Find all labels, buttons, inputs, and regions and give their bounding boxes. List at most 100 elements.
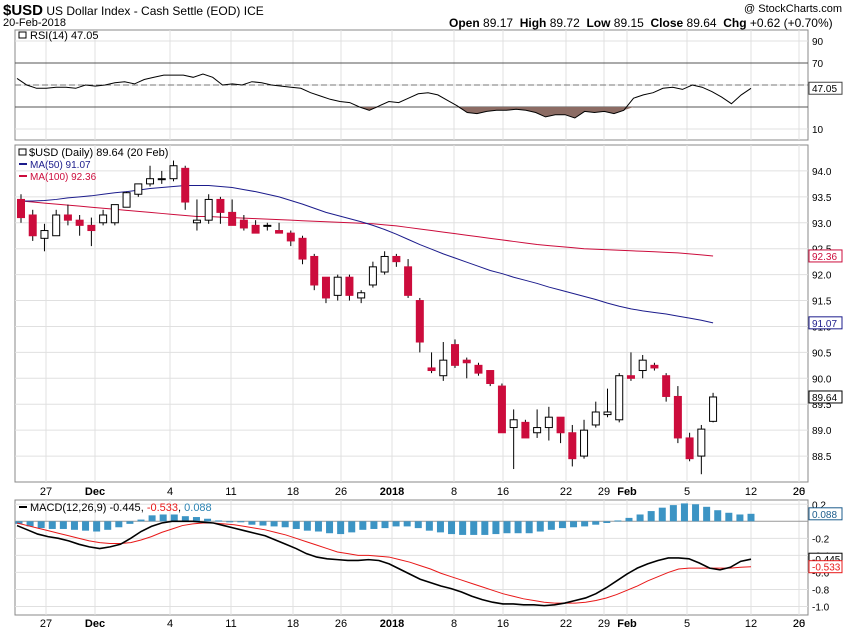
candle-down bbox=[568, 432, 577, 460]
candle-up bbox=[157, 178, 166, 181]
macd-ytick-label: -1.0 bbox=[812, 602, 830, 613]
macd-histogram-bar bbox=[326, 521, 334, 534]
macd-histogram-bar bbox=[558, 521, 566, 529]
low-label: Low bbox=[586, 16, 611, 30]
macd-xtick-label: 20 bbox=[793, 618, 805, 630]
candle-down bbox=[275, 230, 284, 234]
candle-down bbox=[75, 219, 84, 226]
price-ytick-label: 89.5 bbox=[812, 400, 832, 411]
macd-histogram-bar bbox=[503, 521, 511, 534]
close-value: 89.64 bbox=[686, 16, 717, 30]
macd-legend-sep: , bbox=[141, 502, 147, 514]
candle-down bbox=[662, 375, 671, 397]
rsi-last-value-box bbox=[808, 81, 843, 95]
macd-histogram-bar bbox=[259, 521, 267, 526]
price-ytick-label: 94.0 bbox=[812, 167, 832, 178]
macd-legend-prefix: MACD(12,26,9) bbox=[30, 502, 109, 514]
price-ytick-label: 89.0 bbox=[812, 426, 832, 437]
macd-xtick-label: 26 bbox=[793, 618, 805, 630]
price-xtick-label: 22 bbox=[560, 486, 572, 498]
exchange-label: ICE bbox=[243, 4, 264, 18]
macd-histogram-bar bbox=[159, 514, 167, 522]
macd-hist-last-label-box bbox=[808, 507, 843, 521]
price-ytick-label: 93.0 bbox=[812, 219, 832, 230]
macd-histogram-bar bbox=[459, 521, 467, 535]
macd-histogram-bar bbox=[525, 521, 533, 534]
price-xtick-label: 16 bbox=[497, 486, 509, 498]
ma50-last-label-box bbox=[808, 316, 843, 330]
copyright-link[interactable]: @ StockCharts.com bbox=[744, 3, 842, 15]
macd-xtick-label: 26 bbox=[335, 618, 347, 630]
price-xtick-label: 11 bbox=[225, 486, 236, 498]
macd-histogram-bar bbox=[48, 521, 56, 529]
rsi-oversold-fill bbox=[359, 107, 634, 118]
rsi-legend: RSI(14) 47.05 bbox=[30, 30, 98, 42]
macd-histogram-bar bbox=[82, 521, 90, 531]
candle-up bbox=[40, 230, 49, 239]
macd-histogram-bar bbox=[115, 521, 123, 528]
price-xtick-label: 4 bbox=[167, 486, 173, 498]
rsi-ytick-label: 90 bbox=[812, 37, 824, 48]
candle-down bbox=[286, 232, 295, 242]
macd-histogram-bar bbox=[425, 521, 433, 531]
candle-up bbox=[439, 359, 448, 377]
macd-histogram-bar bbox=[547, 521, 555, 530]
candle-down bbox=[462, 359, 471, 364]
macd-xtick-label: 12 bbox=[745, 618, 757, 630]
candle-up bbox=[533, 427, 542, 434]
macd-signal-last-label-box bbox=[808, 560, 843, 574]
macd-histogram-bar bbox=[725, 512, 733, 522]
price-legend-swatch bbox=[18, 148, 27, 156]
price-legend: $USD (Daily) 89.64 (20 Feb) bbox=[29, 147, 168, 159]
candle-up bbox=[697, 428, 706, 457]
candle-down bbox=[345, 276, 354, 296]
price-xtick-label: 5 bbox=[684, 486, 690, 498]
macd-histogram-bar bbox=[26, 521, 34, 527]
macd-histogram-bar bbox=[59, 521, 67, 529]
rsi-ytick-label: 70 bbox=[812, 59, 824, 70]
ma100-last-label: 92.36 bbox=[812, 252, 837, 263]
price-ytick-label: 88.5 bbox=[812, 452, 832, 463]
macd-legend-signal: -0.533 bbox=[147, 502, 178, 514]
candle-down bbox=[181, 167, 190, 203]
candle-up bbox=[110, 204, 119, 224]
macd-histogram-bar bbox=[703, 506, 711, 522]
candle-up bbox=[638, 359, 647, 372]
price-xtick-label: Dec bbox=[85, 486, 105, 498]
rsi-line bbox=[16, 73, 752, 119]
macd-legend-hist: 0.088 bbox=[184, 502, 212, 514]
ma50-last-label: 91.07 bbox=[812, 319, 837, 330]
macd-histogram-bar bbox=[148, 515, 156, 522]
high-value: 89.72 bbox=[549, 16, 580, 30]
candle-down bbox=[392, 255, 401, 263]
candle-down bbox=[216, 198, 225, 213]
macd-ytick-label: -0.2 bbox=[812, 534, 830, 545]
macd-xtick-label: Dec bbox=[85, 618, 105, 630]
macd-histogram-bar bbox=[348, 521, 356, 533]
macd-legend-sep: , bbox=[178, 502, 184, 514]
candle-up bbox=[603, 411, 612, 416]
macd-histogram-bar bbox=[736, 514, 744, 522]
price-xtick-label: Feb bbox=[617, 486, 637, 498]
candle-down bbox=[415, 300, 424, 343]
candle-up bbox=[615, 375, 624, 421]
candle-down bbox=[404, 266, 413, 296]
candle-down bbox=[298, 237, 307, 260]
high-label: High bbox=[519, 16, 547, 30]
macd-signal-line bbox=[16, 522, 752, 604]
close-label: Close bbox=[650, 16, 684, 30]
price-xtick-label: 2018 bbox=[380, 486, 404, 498]
macd-histogram-bar bbox=[603, 521, 611, 523]
macd-histogram-bar bbox=[381, 521, 389, 529]
chg-label: Chg bbox=[723, 16, 747, 30]
macd-signal-last-label: -0.533 bbox=[812, 563, 841, 574]
macd-xtick-label: 16 bbox=[497, 618, 509, 630]
price-ytick-label: 90.5 bbox=[812, 348, 832, 359]
macd-ytick-label: 0.2 bbox=[812, 500, 826, 511]
candle-up bbox=[580, 429, 589, 457]
ticker-name: US Dollar Index - Cash Settle (EOD) bbox=[46, 4, 241, 18]
ticker-symbol: $USD bbox=[3, 2, 44, 19]
macd-legend: MACD(12,26,9) -0.445, -0.533, 0.088 bbox=[30, 502, 212, 514]
ohlc-summary: Open 89.17 High 89.72 Low 89.15 Close 89… bbox=[449, 16, 833, 30]
